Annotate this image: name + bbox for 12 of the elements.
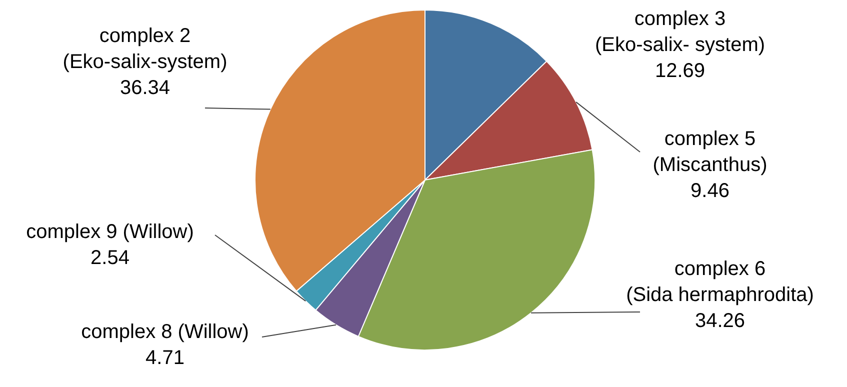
slice-label: complex 8 (Willow) xyxy=(81,321,249,343)
data-label: 2.54 xyxy=(90,247,130,269)
data-label: 4.71 xyxy=(146,347,184,369)
data-label: 12.69 xyxy=(654,60,706,82)
data-label: 36.34 xyxy=(120,77,170,99)
slice-label: complex 5 (Miscanthus) xyxy=(652,128,768,176)
data-label: 34.26 xyxy=(694,310,746,332)
data-label: 9.46 xyxy=(690,180,730,202)
slice-label: complex 2 (Eko-salix-system) xyxy=(62,25,228,73)
slice-label: complex 9 (Willow) xyxy=(26,221,194,243)
slice-label: complex 3 (Eko-salix- system) xyxy=(594,8,766,56)
slice-label: complex 6 (Sida hermaphrodita) xyxy=(626,258,814,306)
